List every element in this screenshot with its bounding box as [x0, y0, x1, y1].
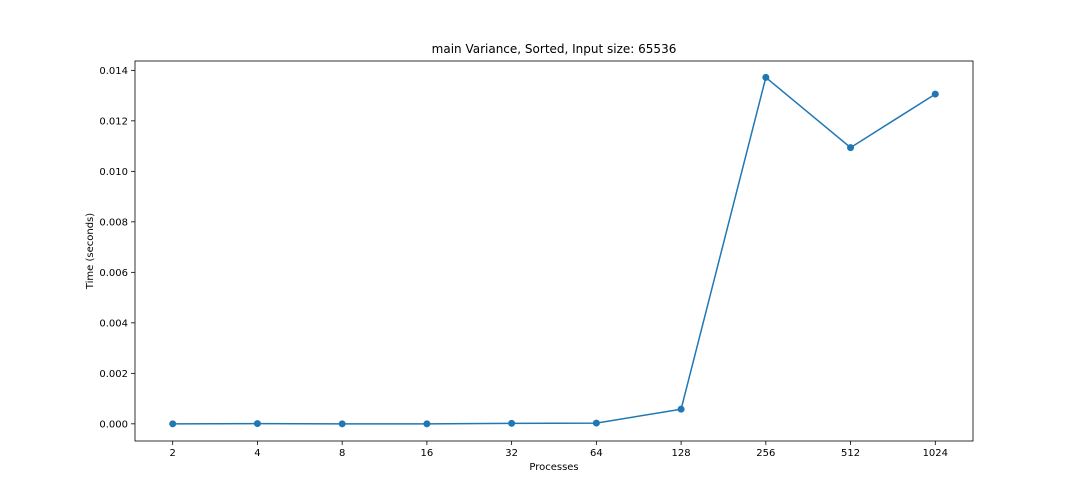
y-tick-label: 0.002 — [99, 369, 128, 380]
y-tick-label: 0.004 — [99, 318, 128, 329]
data-point — [338, 420, 346, 428]
data-point — [847, 144, 855, 152]
y-axis: 0.000 0.002 0.004 0.006 0.008 0.010 0.012 0.014 — [99, 66, 135, 430]
x-tick-label: 64 — [590, 448, 603, 459]
plot-frame — [134, 60, 974, 442]
x-tick-label: 512 — [841, 448, 860, 459]
y-axis-label: Time (seconds) — [85, 213, 96, 290]
data-point — [253, 420, 261, 428]
x-tick-label: 4 — [254, 448, 260, 459]
x-tick-label: 128 — [672, 448, 691, 459]
data-point — [677, 405, 685, 413]
y-tick-label: 0.010 — [99, 167, 128, 178]
y-tick-label: 0.014 — [99, 66, 128, 77]
x-tick-label: 8 — [339, 448, 345, 459]
series-points — [169, 73, 939, 428]
x-tick-label: 2 — [170, 448, 176, 459]
x-axis: 2 4 8 16 32 64 128 256 512 1024 — [170, 441, 948, 459]
data-point — [762, 73, 770, 81]
y-tick-label: 0.000 — [99, 419, 128, 430]
x-tick-label: 32 — [505, 448, 518, 459]
x-axis-label: Processes — [529, 462, 578, 473]
chart-title: main Variance, Sorted, Input size: 65536 — [432, 42, 677, 56]
y-tick-label: 0.012 — [99, 116, 128, 127]
y-tick-label: 0.006 — [99, 268, 128, 279]
data-point — [931, 90, 939, 98]
x-tick-label: 256 — [756, 448, 775, 459]
data-point — [508, 419, 516, 427]
data-point — [169, 420, 177, 428]
data-point — [423, 420, 431, 428]
x-tick-label: 1024 — [923, 448, 948, 459]
x-tick-label: 16 — [421, 448, 434, 459]
series-line — [172, 76, 936, 425]
data-point — [592, 419, 600, 427]
y-tick-label: 0.008 — [99, 217, 128, 228]
